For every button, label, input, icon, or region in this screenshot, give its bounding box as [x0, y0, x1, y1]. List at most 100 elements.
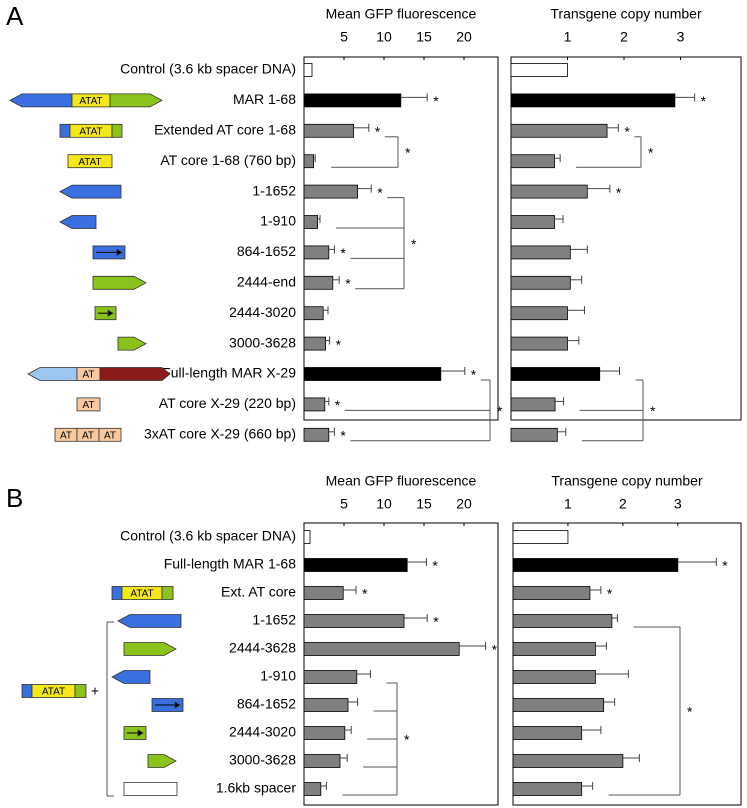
x-tick-label: 20: [456, 496, 472, 512]
x-tick-label: 5: [340, 29, 348, 45]
x-tick-label: 2: [619, 496, 627, 512]
bracket-significance: *: [687, 704, 693, 720]
x-tick-label: 20: [456, 29, 472, 45]
significance-mark: *: [335, 397, 341, 413]
construct-segment: [59, 123, 71, 138]
category-label: Control (3.6 kb spacer DNA): [120, 61, 296, 77]
category-label: 1-910: [260, 668, 296, 684]
category-label: Full-length MAR 1-68: [164, 556, 296, 572]
category-label: 1-1652: [252, 612, 296, 628]
bar: [303, 586, 344, 600]
significance-mark: *: [375, 124, 381, 140]
significance-mark: *: [336, 336, 342, 352]
bar: [510, 306, 568, 321]
bracket-significance: *: [405, 145, 411, 161]
bar: [512, 754, 624, 768]
x-tick-label: 10: [376, 29, 392, 45]
bar: [303, 397, 326, 412]
x-tick-label: 3: [677, 29, 685, 45]
bar: [510, 245, 571, 260]
bar: [303, 726, 346, 740]
significance-mark: *: [432, 558, 438, 574]
bracket-significance: *: [497, 403, 503, 419]
construct-segment: [174, 701, 181, 709]
bar: [303, 184, 358, 199]
category-label: AT core 1-68 (760 bp): [160, 152, 296, 168]
plot-frame: [512, 522, 742, 806]
category-label: 2444-end: [237, 274, 296, 290]
chart-title: Transgene copy number: [551, 473, 703, 489]
significance-mark: *: [701, 93, 707, 109]
construct-segment: [111, 670, 151, 684]
construct-segment: [117, 614, 182, 628]
significance-mark: *: [377, 184, 383, 200]
category-label: 1-910: [260, 213, 296, 229]
bar: [303, 123, 354, 138]
chart-title: Transgene copy number: [550, 6, 702, 22]
construct-label: AT: [104, 430, 116, 441]
construct-segment: [59, 215, 97, 229]
bar: [303, 558, 408, 572]
bar: [512, 670, 596, 684]
bar: [303, 782, 322, 796]
x-tick-label: 3: [674, 496, 682, 512]
bar: [303, 427, 330, 442]
bar: [510, 123, 608, 138]
construct-segment: [99, 367, 171, 381]
construct-segment: [21, 684, 33, 698]
bar: [512, 726, 583, 740]
construct-segment: [98, 427, 122, 442]
construct-label: ATAT: [79, 126, 102, 137]
category-label: Full-length MAR X-29: [162, 365, 296, 381]
category-label: 864-1652: [237, 696, 296, 712]
significance-mark: *: [471, 367, 477, 383]
chart-title: Mean GFP fluorescence: [326, 473, 477, 489]
panel-label: B: [6, 483, 23, 513]
bar: [303, 367, 442, 381]
plot-frame: [303, 522, 499, 806]
category-label: 3000-3628: [229, 334, 296, 350]
chart-title: Mean GFP fluorescence: [326, 6, 477, 22]
category-label: 1.6kb spacer: [216, 780, 296, 796]
significance-mark: *: [345, 276, 351, 292]
construct-segment: [59, 184, 122, 199]
construct-label: ATAT: [78, 157, 101, 168]
construct-segment: [74, 684, 87, 698]
significance-mark: *: [722, 558, 728, 574]
x-tick-label: 15: [416, 496, 432, 512]
bar: [303, 754, 341, 768]
construct-label: ATAT: [130, 589, 153, 600]
category-label: Ext. AT core: [221, 584, 296, 600]
significance-mark: *: [616, 184, 622, 200]
bracket-significance: *: [650, 403, 656, 419]
construct-segment: [107, 309, 114, 317]
bar: [510, 184, 588, 199]
significance-mark: *: [340, 428, 346, 444]
bar: [303, 670, 358, 684]
category-label: 3xAT core X-29 (660 bp): [144, 426, 296, 442]
bar: [510, 367, 601, 381]
bar: [510, 93, 676, 108]
x-tick-label: 15: [416, 29, 432, 45]
construct-segment: [9, 93, 73, 108]
bar: [510, 215, 555, 229]
plus-sign: +: [91, 683, 99, 699]
significance-mark: *: [607, 586, 613, 602]
significance-mark: *: [340, 245, 346, 261]
bar: [303, 306, 324, 321]
significance-mark: *: [433, 614, 439, 630]
bracket-significance: *: [404, 732, 410, 748]
construct-segment: [92, 275, 147, 290]
bar: [510, 63, 568, 77]
construct-label: ATAT: [79, 96, 102, 107]
construct-label: AT: [82, 430, 94, 441]
bar: [303, 530, 311, 544]
bar: [303, 63, 313, 77]
bar: [303, 275, 334, 290]
bar: [512, 586, 591, 600]
construct-segment: [147, 754, 177, 768]
bar: [512, 530, 569, 544]
x-tick-label: 2: [620, 29, 628, 45]
x-tick-label: 1: [564, 29, 572, 45]
